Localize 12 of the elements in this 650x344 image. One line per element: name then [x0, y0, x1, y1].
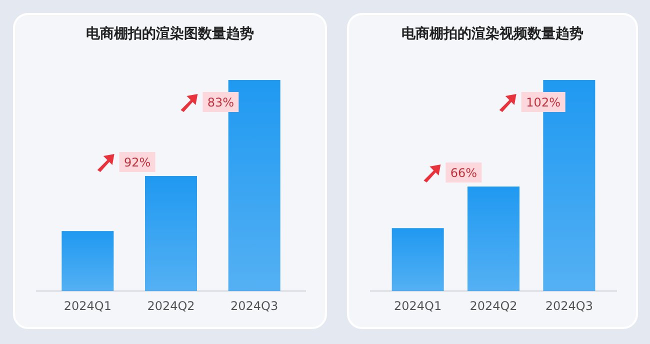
x-tick-label: 2024Q1 [394, 299, 442, 313]
x-tick-label: 2024Q1 [64, 299, 112, 313]
chart-title: 电商棚拍的渲染视频数量趋势 [402, 25, 584, 42]
x-tick-label: 2024Q3 [230, 299, 278, 313]
annotation: 92% [124, 156, 151, 170]
chart-title: 电商棚拍的渲染图数量趋势 [86, 25, 254, 42]
x-tick-label: 2024Q2 [147, 299, 195, 313]
x-tick-label: 2024Q3 [545, 299, 593, 313]
annotation: 83% [207, 96, 234, 110]
annotation: 66% [450, 166, 478, 180]
annotation: 102% [526, 96, 560, 110]
x-tick-label: 2024Q2 [470, 299, 518, 313]
